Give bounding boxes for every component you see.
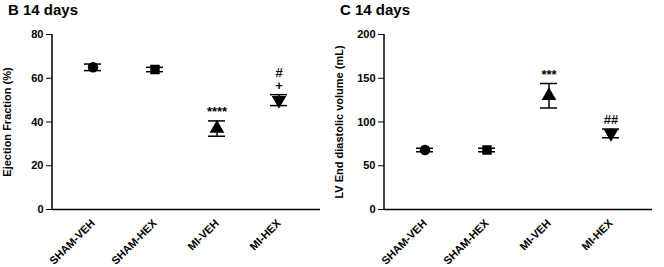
svg-text:40: 40 [31, 116, 43, 128]
svg-text:150: 150 [357, 72, 375, 84]
svg-text:LV End diastolic volume (mL): LV End diastolic volume (mL) [333, 45, 345, 199]
svg-text:100: 100 [357, 116, 375, 128]
svg-text:SHAM-VEH: SHAM-VEH [47, 217, 97, 267]
svg-text:60: 60 [31, 72, 43, 84]
svg-text:20: 20 [31, 159, 43, 171]
svg-text:0: 0 [369, 203, 375, 215]
svg-text:SHAM-HEX: SHAM-HEX [109, 216, 159, 266]
html-text:C 14 days: C 14 days [340, 1, 410, 18]
svg-text:MI-VEH: MI-VEH [517, 217, 553, 253]
svg-text:SHAM-VEH: SHAM-VEH [379, 217, 429, 267]
svg-text:0: 0 [37, 203, 43, 215]
svg-text:MI-HEX: MI-HEX [579, 216, 615, 252]
svg-text:200: 200 [357, 28, 375, 40]
html-text:B 14 days: B 14 days [8, 1, 78, 18]
svg-text:Ejection Fraction (%): Ejection Fraction (%) [1, 67, 13, 177]
svg-text:SHAM-HEX: SHAM-HEX [441, 216, 491, 266]
svg-text:+: + [275, 78, 283, 93]
svg-text:***: *** [541, 67, 557, 82]
svg-text:****: **** [207, 104, 228, 119]
svg-text:50: 50 [363, 159, 375, 171]
svg-text:##: ## [604, 112, 619, 127]
svg-text:MI-VEH: MI-VEH [185, 217, 221, 253]
svg-text:MI-HEX: MI-HEX [247, 216, 283, 252]
svg-text:80: 80 [31, 28, 43, 40]
